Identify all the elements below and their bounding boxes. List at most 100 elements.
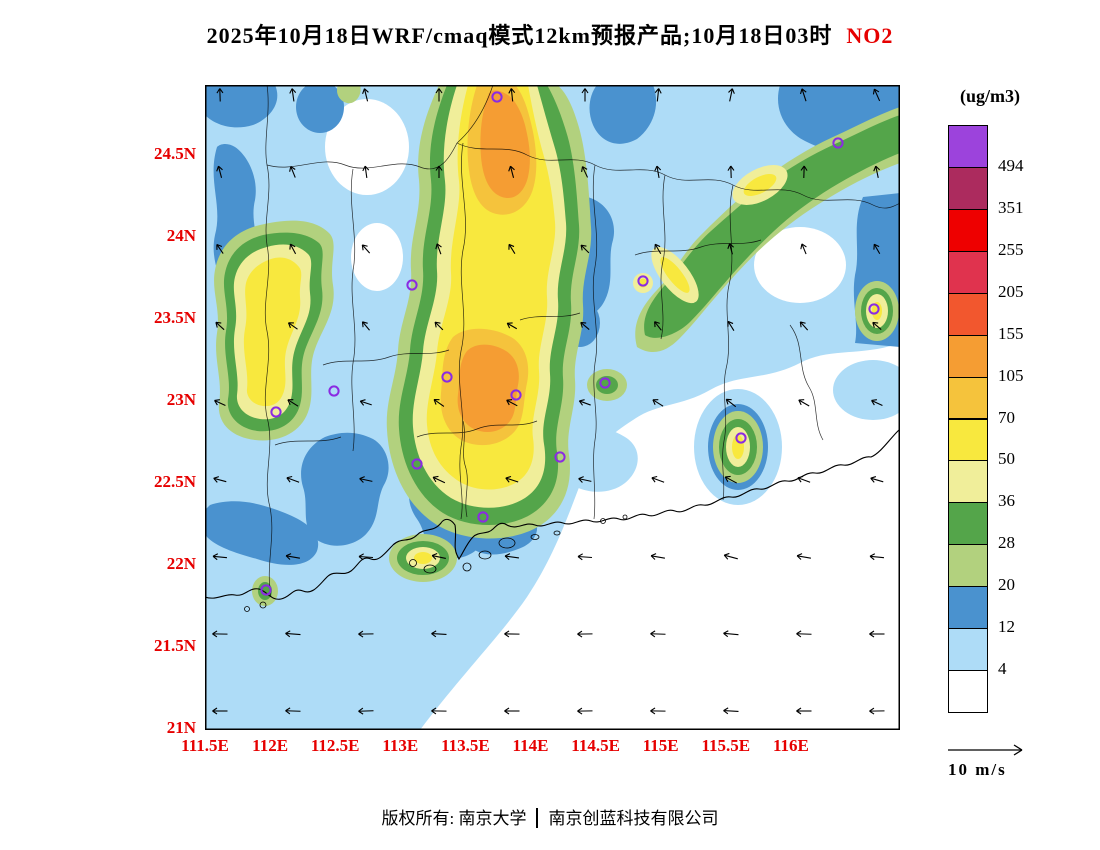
colorbar: 494 351 255 205 155 105 70 50 36 28 20 12 4 <box>948 125 1068 715</box>
wind-arrow <box>289 165 296 178</box>
colorbar-boundary-label: 50 <box>998 449 1015 469</box>
lon-label: 111.5E <box>181 736 229 755</box>
wind-arrow <box>215 321 225 331</box>
wind-arrow <box>431 553 446 560</box>
colorbar-box <box>948 418 988 462</box>
lat-label: 24.5N <box>153 144 196 163</box>
city-marker <box>510 389 522 401</box>
title-text: 2025年10月18日WRF/cmaq模式12km预报产品;10月18日03时 <box>206 23 833 48</box>
wind-arrow <box>723 707 739 715</box>
wind-arrow <box>873 165 881 178</box>
green-yellow-systems <box>214 85 900 606</box>
colorbar-box <box>948 628 988 672</box>
wind-arrow <box>577 707 593 715</box>
wind-arrow <box>650 553 665 560</box>
colorbar-boundary-label: 20 <box>998 575 1015 595</box>
city-marker <box>735 432 747 444</box>
wind-arrow <box>359 476 373 483</box>
contour-region <box>872 302 882 320</box>
wind-arrow <box>654 243 662 255</box>
wind-arrow <box>508 88 516 102</box>
colorbar-boundary-label: 494 <box>998 155 1024 175</box>
wind-arrow <box>727 165 735 179</box>
contour-region <box>205 501 319 565</box>
wind-arrow <box>796 630 812 638</box>
wind-arrow <box>578 399 591 406</box>
colorbar-box <box>948 586 988 630</box>
wind-arrow <box>435 88 443 102</box>
city-marker <box>441 371 453 383</box>
colorbar-box <box>948 334 988 378</box>
city-marker <box>328 385 340 397</box>
wind-arrow <box>654 321 662 331</box>
wind-arrow <box>286 475 300 483</box>
lat-label: 24N <box>166 226 196 245</box>
wind-arrow <box>654 165 662 179</box>
coastline <box>205 428 900 600</box>
colorbar-unit-label: (ug/m3) <box>960 86 1020 106</box>
wind-arrow <box>287 322 298 330</box>
wind-arrow <box>506 322 518 330</box>
copyright-left: 版权所有: 南京大学 <box>381 809 527 828</box>
wind-arrow <box>214 399 226 407</box>
city-marker <box>260 584 272 596</box>
wind-arrow <box>508 165 515 178</box>
colorbar-boundary-label: 205 <box>998 281 1024 301</box>
wind-arrow <box>361 321 370 331</box>
wind-arrow <box>285 553 300 560</box>
wind-arrow <box>724 475 737 484</box>
city-marker <box>406 279 418 291</box>
wind-arrow <box>651 475 665 483</box>
wind-arrow <box>435 165 443 178</box>
colorbar-box <box>948 208 988 252</box>
wind-arrow <box>725 398 737 408</box>
wind-arrow <box>871 399 883 407</box>
wind-arrow <box>654 88 662 102</box>
wind-arrow <box>650 630 666 638</box>
wind-arrow <box>216 165 223 178</box>
wind-arrow <box>358 630 374 638</box>
wind-arrow <box>580 321 590 330</box>
wind-arrow <box>504 630 520 638</box>
city-marker <box>637 275 649 287</box>
wind-arrow <box>650 707 666 715</box>
wind-arrow <box>581 88 589 102</box>
colorbar-boundary-label: 4 <box>998 659 1007 679</box>
wind-arrow <box>873 243 881 255</box>
colorbar-boundary-label: 12 <box>998 617 1015 637</box>
wind-arrow <box>796 553 811 560</box>
wind-arrow <box>652 399 664 407</box>
lat-label: 23N <box>166 390 196 409</box>
city-marker <box>832 137 844 149</box>
wind-arrow <box>212 630 228 638</box>
wind-arrow <box>358 553 374 561</box>
contour-region <box>205 85 278 128</box>
contour-region <box>743 173 777 197</box>
colorbar-box <box>948 125 988 168</box>
contour-region <box>301 432 389 546</box>
contour-region <box>644 115 900 338</box>
wind-arrow <box>796 707 812 715</box>
colorbar-boundary-label: 28 <box>998 533 1015 553</box>
wind-arrow <box>508 243 516 254</box>
wind-arrow <box>285 707 301 715</box>
wind-arrow <box>358 707 374 715</box>
lat-label: 21.5N <box>153 636 196 655</box>
wind-arrow <box>577 630 593 638</box>
wind-arrow <box>435 243 442 255</box>
wind-arrow <box>869 707 885 715</box>
wind-arrow <box>359 399 372 406</box>
lon-label: 112E <box>252 736 289 755</box>
colorbar-boundary-label: 70 <box>998 407 1015 427</box>
lat-label: 21N <box>166 718 196 737</box>
wind-arrow <box>872 88 881 102</box>
contour-region <box>414 552 432 564</box>
contour-region <box>325 99 409 195</box>
wind-arrow <box>728 88 735 102</box>
wind-arrow <box>212 553 228 561</box>
wind-arrow <box>577 553 593 561</box>
wind-arrow <box>434 321 444 331</box>
lat-label: 22.5N <box>153 472 196 491</box>
page-title: 2025年10月18日WRF/cmaq模式12km预报产品;10月18日03时 N… <box>0 18 1100 50</box>
city-marker <box>599 377 611 389</box>
